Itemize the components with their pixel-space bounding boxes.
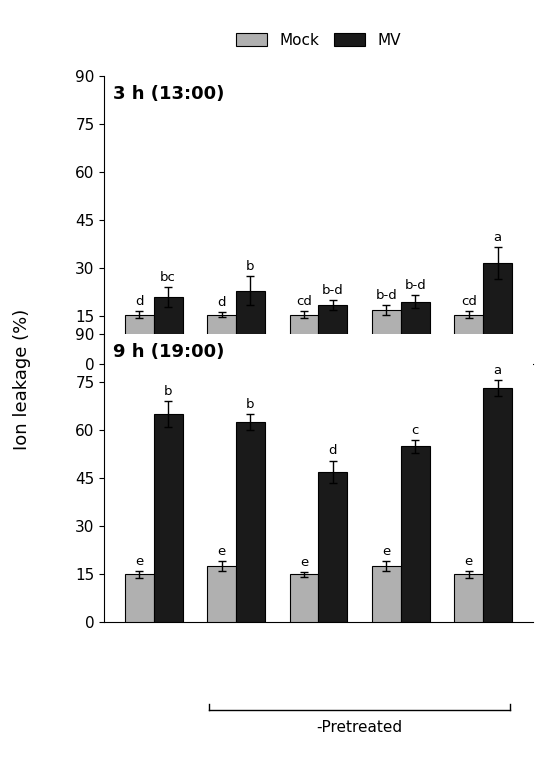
Bar <box>455 315 483 364</box>
Bar <box>154 414 182 622</box>
Text: d: d <box>329 444 337 458</box>
Text: d: d <box>135 295 143 308</box>
Bar <box>455 575 483 622</box>
Bar <box>290 575 318 622</box>
Bar <box>208 566 236 622</box>
Text: 9 h (19:00): 9 h (19:00) <box>113 342 224 361</box>
Bar <box>401 302 429 364</box>
Text: -Pretreated: -Pretreated <box>317 720 402 735</box>
Bar <box>483 263 512 364</box>
Bar <box>154 297 182 364</box>
Bar <box>401 446 429 622</box>
Text: e: e <box>300 556 308 568</box>
Text: b: b <box>164 385 172 398</box>
Text: Ion leakage (%): Ion leakage (%) <box>13 309 31 450</box>
Text: b: b <box>247 260 255 273</box>
Legend: Mock, MV: Mock, MV <box>230 27 407 54</box>
Bar <box>125 575 154 622</box>
Text: b-d: b-d <box>404 279 426 292</box>
Text: cd: cd <box>461 294 477 307</box>
Text: cd: cd <box>296 295 312 308</box>
Bar <box>318 472 347 622</box>
Bar <box>290 315 318 364</box>
Text: a: a <box>494 231 502 244</box>
Bar <box>372 566 401 622</box>
Text: 3 h (13:00): 3 h (13:00) <box>113 84 224 102</box>
Bar <box>125 315 154 364</box>
Text: b: b <box>247 398 255 411</box>
Bar <box>372 310 401 364</box>
Bar <box>483 389 512 622</box>
Text: a: a <box>494 364 502 377</box>
Text: e: e <box>464 555 473 568</box>
Text: bc: bc <box>160 271 176 284</box>
Text: e: e <box>135 555 143 568</box>
Bar <box>236 291 265 364</box>
Text: e: e <box>382 545 390 559</box>
Text: e: e <box>217 545 226 559</box>
Text: b-d: b-d <box>322 284 344 297</box>
Text: c: c <box>412 424 419 436</box>
Bar <box>208 315 236 364</box>
Text: b-d: b-d <box>376 289 397 302</box>
Bar <box>318 305 347 364</box>
Bar <box>236 422 265 622</box>
Text: d: d <box>217 296 226 309</box>
